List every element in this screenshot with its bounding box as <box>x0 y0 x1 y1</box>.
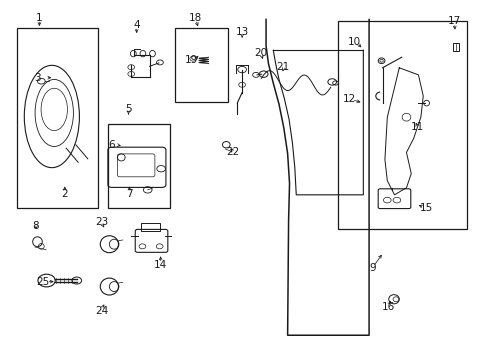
Text: 18: 18 <box>188 13 202 23</box>
Text: 7: 7 <box>126 189 133 199</box>
Text: 4: 4 <box>133 20 140 30</box>
Bar <box>175 28 227 102</box>
Text: 25: 25 <box>37 277 50 287</box>
Text: 13: 13 <box>235 27 248 37</box>
Text: 1: 1 <box>36 13 42 23</box>
Bar <box>141 224 160 231</box>
Text: 23: 23 <box>95 217 108 227</box>
Text: 20: 20 <box>254 48 267 58</box>
Bar <box>108 123 170 208</box>
Text: 16: 16 <box>381 302 394 312</box>
Text: 15: 15 <box>419 203 432 213</box>
Text: 22: 22 <box>225 147 239 157</box>
Text: 19: 19 <box>185 55 198 65</box>
Text: 3: 3 <box>34 73 41 83</box>
Bar <box>17 28 98 208</box>
Text: 10: 10 <box>347 37 361 48</box>
Text: 11: 11 <box>409 122 423 132</box>
Text: 17: 17 <box>447 16 460 26</box>
Text: 5: 5 <box>125 104 132 114</box>
Text: 24: 24 <box>95 306 108 315</box>
Text: 14: 14 <box>154 260 167 270</box>
Text: 21: 21 <box>276 62 289 72</box>
Text: 2: 2 <box>61 189 68 199</box>
Text: 6: 6 <box>108 140 115 150</box>
Bar <box>452 43 458 51</box>
Text: 9: 9 <box>369 263 375 273</box>
Bar <box>337 21 467 229</box>
Text: 8: 8 <box>33 221 39 231</box>
Text: 12: 12 <box>342 94 355 104</box>
